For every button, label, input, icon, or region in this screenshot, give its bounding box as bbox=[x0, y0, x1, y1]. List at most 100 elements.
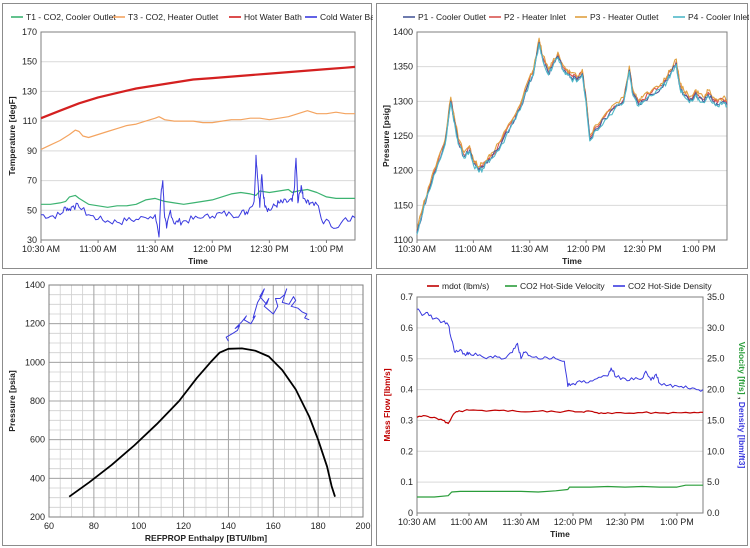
y-tick-label: 1100 bbox=[394, 235, 413, 245]
y-axis-title-right-part: Density [lbm/ft3] bbox=[737, 399, 747, 468]
y-tick-label: 90 bbox=[27, 146, 37, 156]
x-tick-label: 200 bbox=[355, 521, 370, 531]
y-tick-label-right: 10.0 bbox=[707, 446, 725, 456]
y-tick-label: 150 bbox=[22, 57, 37, 67]
y-tick-label: 30 bbox=[27, 235, 37, 245]
enthalpy-chart-panel: 200 400 600 800 1000 1200 1400 60 80 100 120 140 160… bbox=[2, 274, 372, 546]
y-tick-label: 110 bbox=[23, 116, 37, 126]
series-line-0 bbox=[416, 41, 728, 234]
x-tick-label: 160 bbox=[266, 521, 281, 531]
x-tick-label: 12:30 PM bbox=[250, 244, 289, 254]
y-tick-label-right: 35.0 bbox=[707, 292, 725, 302]
y-tick-label: 1350 bbox=[393, 62, 413, 72]
x-tick-label: 10:30 AM bbox=[398, 517, 436, 527]
x-tick-label: 12:00 PM bbox=[567, 244, 606, 254]
legend-label-2: Hot Water Bath bbox=[244, 12, 302, 22]
y-axis-title-right-part: Velocity [ft/s] bbox=[737, 342, 747, 395]
x-tick-label: 80 bbox=[89, 521, 99, 531]
y-tick-label-right: 25.0 bbox=[707, 354, 725, 364]
y-tick-label: 1200 bbox=[25, 319, 45, 329]
massflow-chart: 0 0.1 0.2 0.3 0.4 0.5 0.6 0.7 0.0 5.0 10.0 15.0 20.0… bbox=[382, 281, 747, 539]
y-axis-title: Pressure [psig] bbox=[381, 105, 391, 167]
x-tick-label: 100 bbox=[131, 521, 146, 531]
y-tick-label-right: 5.0 bbox=[707, 477, 720, 487]
y-tick-label: 1300 bbox=[393, 96, 413, 106]
series-line-3 bbox=[416, 43, 728, 235]
y-tick-label: 200 bbox=[30, 512, 45, 522]
pressure-chart: 1100 1150 1200 1250 1300 1350 1400 10:30 AM 11:0… bbox=[381, 12, 749, 266]
y-tick-label: 400 bbox=[30, 473, 45, 483]
x-axis-title: Time bbox=[562, 256, 582, 266]
y-tick-label: 1250 bbox=[393, 131, 413, 141]
x-tick-label: 11:00 AM bbox=[455, 244, 492, 254]
x-tick-label: 12:30 PM bbox=[623, 244, 662, 254]
plot-frame bbox=[40, 31, 356, 241]
enthalpy-chart: 200 400 600 800 1000 1200 1400 60 80 100 120 140 160… bbox=[7, 280, 371, 543]
x-tick-label: 11:00 AM bbox=[79, 244, 116, 254]
temperature-chart-panel: 30 50 70 90 110 130 150 170 10:30 AM 11:00 AM 11:3… bbox=[2, 3, 373, 269]
x-tick-label: 1:00 PM bbox=[660, 517, 694, 527]
temperature-chart: 30 50 70 90 110 130 150 170 10:30 AM 11:00 AM 11:3… bbox=[7, 12, 373, 266]
y-tick-label: 1400 bbox=[25, 280, 45, 290]
x-tick-label: 140 bbox=[221, 521, 236, 531]
y-tick-label: 1000 bbox=[25, 357, 45, 367]
y-tick-label-right: 0.0 bbox=[707, 508, 720, 518]
x-axis-title: Time bbox=[188, 256, 208, 266]
y-tick-label-left: 0 bbox=[408, 508, 413, 518]
x-tick-label: 11:30 AM bbox=[511, 244, 548, 254]
y-tick-label: 1200 bbox=[393, 166, 413, 176]
y-axis-title-left: Mass Flow [lbm/s] bbox=[382, 368, 392, 441]
legend-label-1: T3 - CO2, Heater Outlet bbox=[128, 12, 219, 22]
x-tick-label: 11:30 AM bbox=[137, 244, 174, 254]
x-tick-label: 1:00 PM bbox=[310, 244, 344, 254]
x-tick-label: 11:30 AM bbox=[502, 517, 539, 527]
series-line-1 bbox=[40, 110, 355, 150]
x-tick-label: 12:00 PM bbox=[554, 517, 593, 527]
y-tick-label: 70 bbox=[27, 176, 37, 186]
y-tick-label: 1150 bbox=[394, 200, 413, 210]
y-axis-title-right: Velocity [ft/s] , Density [lbm/ft3] bbox=[737, 342, 747, 469]
y-tick-label-left: 0.5 bbox=[400, 354, 413, 364]
y-tick-label-left: 0.6 bbox=[400, 323, 413, 333]
legend-label-1: P2 - Heater Inlet bbox=[504, 12, 567, 22]
y-tick-label-left: 0.3 bbox=[400, 415, 413, 425]
x-tick-label: 12:00 PM bbox=[193, 244, 232, 254]
y-tick-label-right: 30.0 bbox=[707, 323, 725, 333]
x-tick-label: 10:30 AM bbox=[398, 244, 436, 254]
y-tick-label-right: 20.0 bbox=[707, 385, 725, 395]
x-tick-label: 60 bbox=[44, 521, 54, 531]
y-axis-title: Pressure [psia] bbox=[7, 370, 17, 432]
legend-label-2: P3 - Heater Outlet bbox=[590, 12, 659, 22]
y-tick-label-left: 0.2 bbox=[400, 446, 413, 456]
legend-label-0: T1 - CO2, Cooler Outlet bbox=[26, 12, 116, 22]
y-tick-label: 1400 bbox=[393, 27, 413, 37]
x-tick-label: 12:30 PM bbox=[606, 517, 645, 527]
x-tick-label: 120 bbox=[176, 521, 191, 531]
massflow-chart-panel: 0 0.1 0.2 0.3 0.4 0.5 0.6 0.7 0.0 5.0 10.0 15.0 20.0… bbox=[376, 274, 748, 546]
y-tick-label-right: 15.0 bbox=[707, 415, 725, 425]
x-tick-label: 10:30 AM bbox=[22, 244, 60, 254]
pressure-chart-panel: 1100 1150 1200 1250 1300 1350 1400 10:30 AM 11:0… bbox=[376, 3, 749, 269]
y-tick-label-left: 0.7 bbox=[400, 292, 413, 302]
legend-label-3: Cold Water Bath bbox=[320, 12, 373, 22]
legend-label-0: mdot (lbm/s) bbox=[442, 281, 489, 291]
legend-label-3: P4 - Cooler Inlet bbox=[688, 12, 749, 22]
y-tick-label-left: 0.1 bbox=[400, 477, 413, 487]
legend-label-1: CO2 Hot-Side Velocity bbox=[520, 281, 605, 291]
y-tick-label: 600 bbox=[30, 435, 45, 445]
plot-frame bbox=[48, 284, 364, 518]
series-line-0 bbox=[68, 347, 336, 498]
plot-frame bbox=[416, 296, 704, 514]
y-tick-label: 170 bbox=[22, 27, 37, 37]
series-line-0 bbox=[41, 188, 355, 208]
legend-label-2: CO2 Hot-Side Density bbox=[628, 281, 712, 291]
plot-frame bbox=[416, 31, 728, 241]
y-tick-label: 50 bbox=[27, 205, 37, 215]
y-tick-label: 130 bbox=[22, 86, 37, 96]
series-line-3 bbox=[41, 154, 356, 238]
y-tick-label: 800 bbox=[30, 396, 45, 406]
y-axis-title: Temperature [degF] bbox=[7, 96, 17, 175]
legend-label-0: P1 - Cooler Outlet bbox=[418, 12, 487, 22]
x-axis-title: REFPROP Enthalpy [BTU/lbm] bbox=[145, 533, 267, 543]
series-line-2 bbox=[416, 37, 728, 230]
